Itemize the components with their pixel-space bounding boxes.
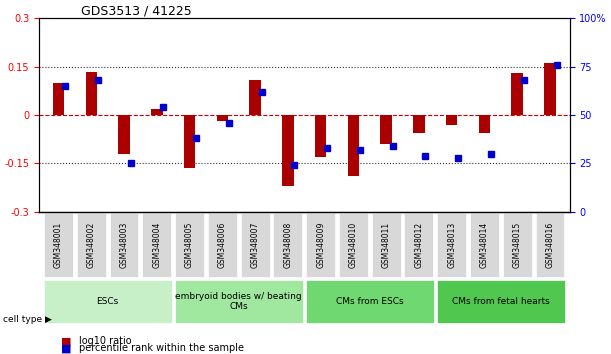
Text: GSM348010: GSM348010 xyxy=(349,222,358,268)
Bar xyxy=(151,109,163,115)
Text: embryoid bodies w/ beating
CMs: embryoid bodies w/ beating CMs xyxy=(175,292,302,311)
FancyBboxPatch shape xyxy=(109,213,139,277)
FancyBboxPatch shape xyxy=(44,280,172,323)
Bar xyxy=(53,83,64,115)
Text: CMs from fetal hearts: CMs from fetal hearts xyxy=(452,297,550,306)
Text: GSM348008: GSM348008 xyxy=(284,222,293,268)
FancyBboxPatch shape xyxy=(535,213,565,277)
Text: GSM348012: GSM348012 xyxy=(414,222,423,268)
Text: GSM348013: GSM348013 xyxy=(447,222,456,268)
Bar xyxy=(282,115,294,186)
Text: GSM348005: GSM348005 xyxy=(185,222,194,268)
FancyBboxPatch shape xyxy=(437,213,466,277)
FancyBboxPatch shape xyxy=(142,213,171,277)
Text: ■: ■ xyxy=(61,336,71,346)
Bar xyxy=(413,115,425,133)
Bar xyxy=(119,115,130,154)
FancyBboxPatch shape xyxy=(274,213,302,277)
FancyBboxPatch shape xyxy=(175,280,302,323)
Text: GSM348011: GSM348011 xyxy=(382,222,390,268)
Text: ESCs: ESCs xyxy=(97,297,119,306)
FancyBboxPatch shape xyxy=(470,213,499,277)
FancyBboxPatch shape xyxy=(208,213,237,277)
FancyBboxPatch shape xyxy=(404,213,433,277)
Text: GSM348006: GSM348006 xyxy=(218,222,227,268)
Text: GSM348014: GSM348014 xyxy=(480,222,489,268)
Text: GSM348004: GSM348004 xyxy=(152,222,161,268)
Text: GSM348016: GSM348016 xyxy=(546,222,554,268)
FancyBboxPatch shape xyxy=(241,213,269,277)
FancyBboxPatch shape xyxy=(503,213,532,277)
Bar xyxy=(184,115,196,168)
Bar xyxy=(381,115,392,144)
Text: CMs from ESCs: CMs from ESCs xyxy=(336,297,404,306)
FancyBboxPatch shape xyxy=(437,280,565,323)
Text: GSM348009: GSM348009 xyxy=(316,222,325,268)
FancyBboxPatch shape xyxy=(175,213,204,277)
Text: GSM348007: GSM348007 xyxy=(251,222,260,268)
FancyBboxPatch shape xyxy=(339,213,368,277)
Bar xyxy=(217,115,228,121)
FancyBboxPatch shape xyxy=(77,213,106,277)
Bar xyxy=(249,80,261,115)
Bar xyxy=(544,63,555,115)
Text: percentile rank within the sample: percentile rank within the sample xyxy=(79,343,244,353)
Bar xyxy=(478,115,490,133)
Text: GSM348001: GSM348001 xyxy=(54,222,63,268)
Text: log10 ratio: log10 ratio xyxy=(79,336,132,346)
Text: GSM348002: GSM348002 xyxy=(87,222,96,268)
FancyBboxPatch shape xyxy=(306,213,335,277)
FancyBboxPatch shape xyxy=(44,213,73,277)
Text: cell type ▶: cell type ▶ xyxy=(3,315,52,324)
FancyBboxPatch shape xyxy=(371,213,401,277)
Text: ■: ■ xyxy=(61,343,71,353)
Bar xyxy=(86,72,97,115)
Bar xyxy=(348,115,359,176)
Text: GSM348015: GSM348015 xyxy=(513,222,522,268)
Text: GDS3513 / 41225: GDS3513 / 41225 xyxy=(81,4,192,17)
Bar xyxy=(315,115,326,157)
Bar xyxy=(511,73,523,115)
Text: GSM348003: GSM348003 xyxy=(120,222,128,268)
FancyBboxPatch shape xyxy=(306,280,434,323)
Bar xyxy=(446,115,458,125)
